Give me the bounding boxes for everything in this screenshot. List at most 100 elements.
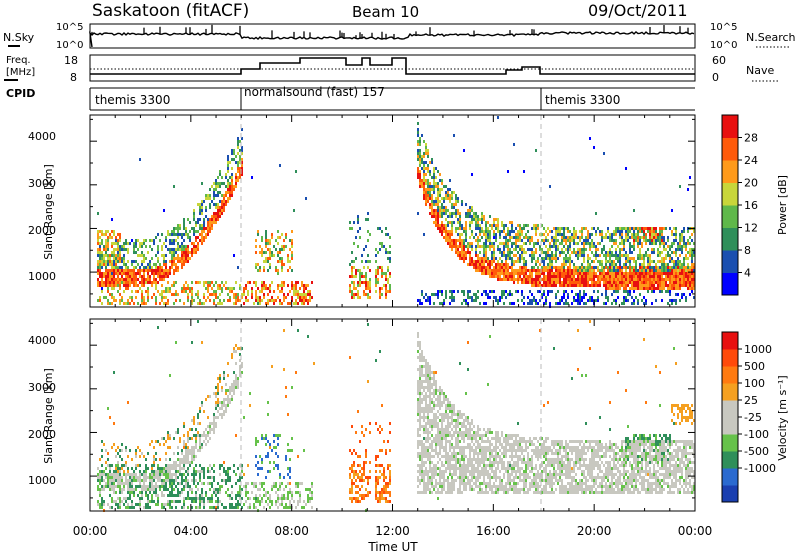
heatmap-cell bbox=[563, 263, 565, 266]
heatmap-cell bbox=[507, 269, 509, 272]
heatmap-cell bbox=[647, 281, 649, 284]
heatmap-cell bbox=[435, 215, 437, 218]
heatmap-cell bbox=[187, 233, 189, 236]
heatmap-cell bbox=[453, 290, 455, 293]
heatmap-cell bbox=[141, 284, 143, 287]
heatmap-cell bbox=[549, 281, 551, 284]
heatmap-cell bbox=[491, 275, 493, 278]
heatmap-cell bbox=[359, 494, 361, 497]
heatmap-cell bbox=[671, 281, 673, 284]
heatmap-cell bbox=[501, 224, 503, 227]
heatmap-cell bbox=[467, 212, 469, 215]
heatmap-cell bbox=[389, 251, 391, 254]
heatmap-cell bbox=[683, 266, 685, 269]
heatmap-cell bbox=[149, 476, 151, 479]
heatmap-cell bbox=[141, 497, 143, 500]
heatmap-cell bbox=[133, 278, 135, 281]
heatmap-cell bbox=[625, 236, 627, 239]
heatmap-cell bbox=[589, 233, 591, 236]
heatmap-cell bbox=[263, 260, 265, 263]
heatmap-cell bbox=[659, 254, 661, 257]
heatmap-cell bbox=[129, 284, 131, 287]
heatmap-cell bbox=[677, 245, 679, 248]
heatmap-cell bbox=[659, 242, 661, 245]
heatmap-cell bbox=[267, 401, 269, 404]
heatmap-cell bbox=[193, 497, 195, 500]
heatmap-cell bbox=[599, 272, 601, 275]
heatmap-cell bbox=[607, 281, 609, 284]
heatmap-cell bbox=[189, 239, 191, 242]
heatmap-cell bbox=[623, 281, 625, 284]
heatmap-cell bbox=[559, 272, 561, 275]
heatmap-cell bbox=[527, 281, 529, 284]
heatmap-cell bbox=[551, 230, 553, 233]
heatmap-cell bbox=[179, 437, 181, 440]
heatmap-cell bbox=[155, 296, 157, 299]
heatmap-cell bbox=[459, 236, 461, 239]
heatmap-cell bbox=[365, 281, 367, 284]
heatmap-cell bbox=[351, 467, 353, 470]
heatmap-cell bbox=[489, 224, 491, 227]
heatmap-cell bbox=[247, 506, 249, 509]
heatmap-cell bbox=[601, 263, 603, 266]
heatmap-cell bbox=[205, 236, 207, 239]
heatmap-cell bbox=[169, 467, 171, 470]
heatmap-cell bbox=[487, 239, 489, 242]
heatmap-cell bbox=[205, 428, 207, 431]
heatmap-cell bbox=[435, 167, 437, 170]
heatmap-cell bbox=[359, 275, 361, 278]
heatmap-cell bbox=[269, 239, 271, 242]
heatmap-cell bbox=[101, 266, 103, 269]
heatmap-cell bbox=[279, 290, 281, 293]
heatmap-cell bbox=[129, 497, 131, 500]
heatmap-cell bbox=[117, 476, 119, 479]
heatmap-cell bbox=[451, 224, 453, 227]
heatmap-cell bbox=[129, 479, 131, 482]
heatmap-cell bbox=[631, 245, 633, 248]
heatmap-cell bbox=[355, 236, 357, 239]
heatmap-cell bbox=[269, 251, 271, 254]
heatmap-cell bbox=[203, 431, 205, 434]
heatmap-cell bbox=[661, 236, 663, 239]
heatmap-cell bbox=[417, 128, 419, 131]
heatmap-cell bbox=[255, 437, 257, 440]
heatmap-cell bbox=[517, 251, 519, 254]
heatmap-cell bbox=[187, 287, 189, 290]
heatmap-cell bbox=[267, 470, 269, 473]
heatmap-cell bbox=[493, 275, 495, 278]
heatmap-cell bbox=[591, 281, 593, 284]
heatmap-cell bbox=[481, 293, 483, 296]
heatmap-cell bbox=[527, 230, 529, 233]
colorbar-band bbox=[722, 205, 738, 228]
heatmap-cell bbox=[183, 467, 185, 470]
heatmap-cell bbox=[367, 218, 369, 221]
heatmap-cell bbox=[443, 227, 445, 230]
heatmap-cell bbox=[677, 275, 679, 278]
heatmap-cell bbox=[215, 425, 217, 428]
heatmap-cell bbox=[305, 488, 307, 491]
heatmap-cell bbox=[143, 284, 145, 287]
heatmap-cell bbox=[251, 290, 253, 293]
heatmap-cell bbox=[203, 227, 205, 230]
heatmap-cell bbox=[573, 284, 575, 287]
heatmap-cell bbox=[661, 281, 663, 284]
heatmap-cell bbox=[423, 296, 425, 299]
heatmap-cell bbox=[583, 278, 585, 281]
noise-left-tick-top: 10^5 bbox=[56, 22, 83, 33]
heatmap-cell bbox=[501, 242, 503, 245]
heatmap-cell bbox=[465, 221, 467, 224]
heatmap-cell bbox=[221, 200, 223, 203]
heatmap-cell bbox=[471, 209, 473, 212]
heatmap-cell bbox=[151, 485, 153, 488]
heatmap-cell bbox=[307, 497, 309, 500]
heatmap-cell bbox=[357, 464, 359, 467]
heatmap-cell bbox=[151, 479, 153, 482]
heatmap-cell bbox=[177, 470, 179, 473]
heatmap-cell bbox=[165, 260, 167, 263]
heatmap-cell bbox=[547, 248, 549, 251]
heatmap-cell bbox=[601, 233, 603, 236]
heatmap-cell bbox=[633, 281, 635, 284]
heatmap-cell bbox=[657, 251, 659, 254]
heatmap-cell bbox=[201, 203, 203, 206]
heatmap-cell bbox=[97, 263, 99, 266]
